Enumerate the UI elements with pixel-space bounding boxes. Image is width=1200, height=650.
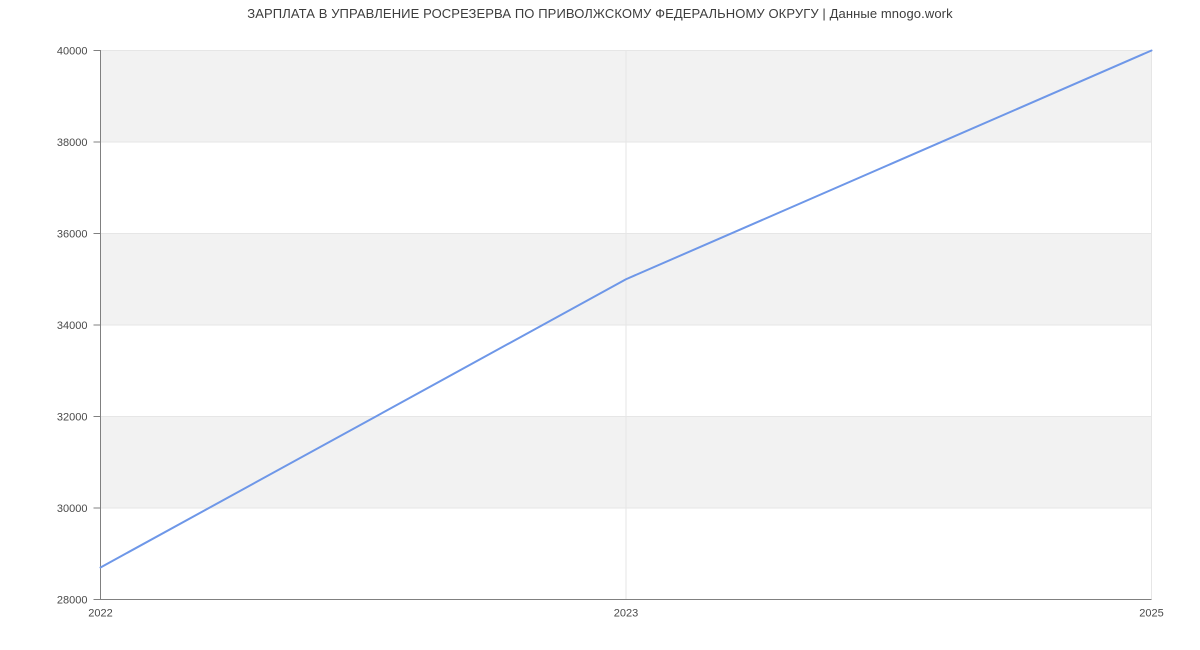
x-axis-label: 2022	[88, 608, 112, 620]
y-axis-label: 34000	[57, 320, 88, 332]
chart-title: ЗАРПЛАТА В УПРАВЛЕНИЕ РОСРЕЗЕРВА ПО ПРИВ…	[247, 6, 953, 21]
y-axis-label: 30000	[57, 503, 88, 515]
x-axis-label: 2025	[1139, 608, 1163, 620]
data-line	[99, 49, 1153, 569]
y-axis-label: 28000	[57, 595, 88, 607]
y-axis-label: 36000	[57, 229, 88, 241]
x-axis-label: 2023	[614, 608, 638, 620]
y-axis-label: 38000	[57, 137, 88, 149]
y-axis-label: 40000	[57, 46, 88, 58]
y-axis-label: 32000	[57, 412, 88, 424]
